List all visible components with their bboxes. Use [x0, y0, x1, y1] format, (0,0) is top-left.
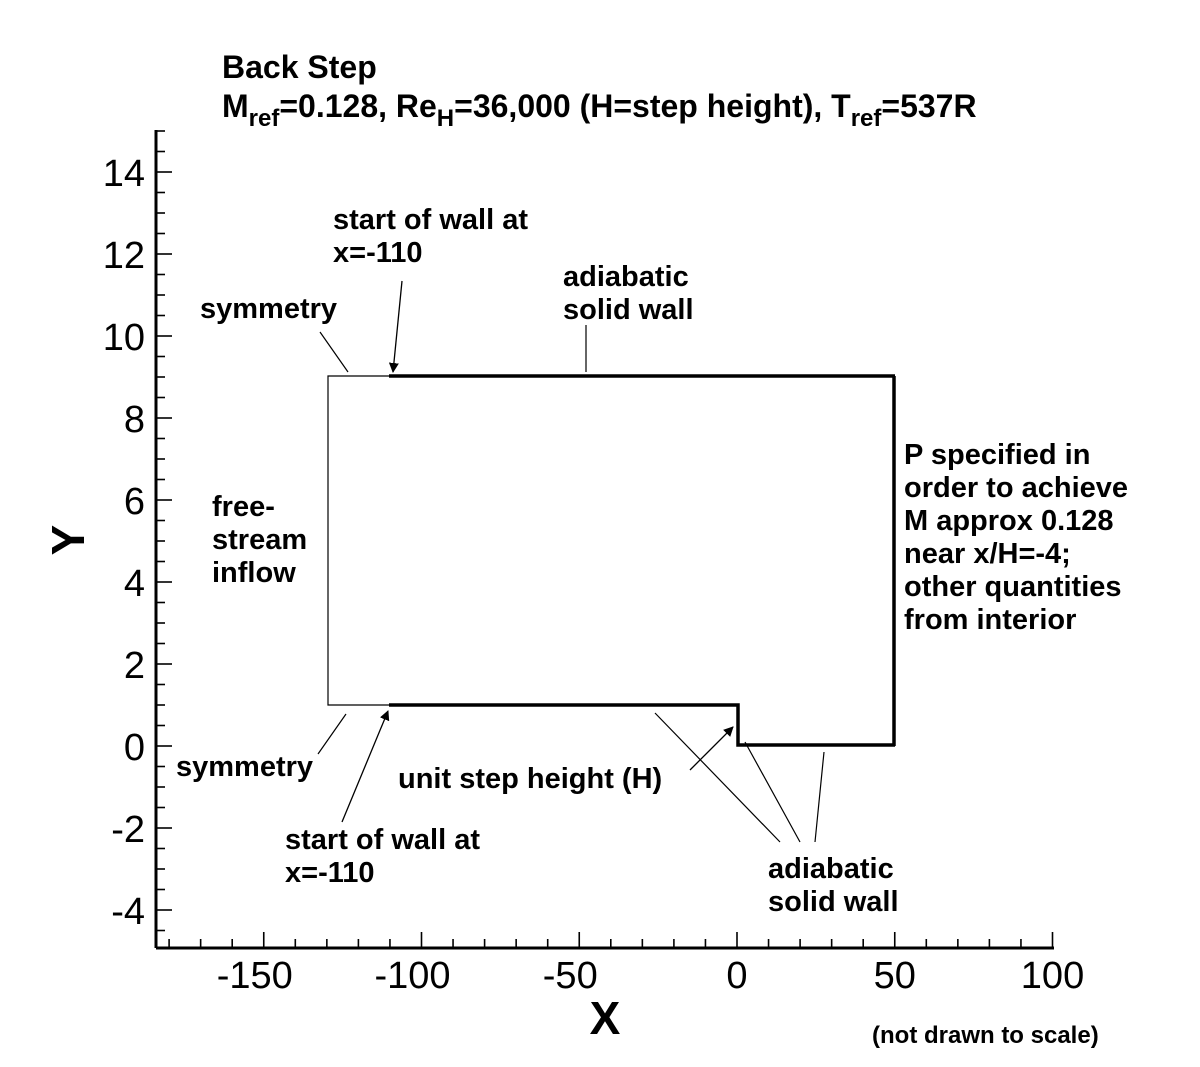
- arrow-wall-start-top: [388, 280, 403, 373]
- label-wall-start-top: start of wall at x=-110: [333, 204, 536, 269]
- x-tick-label: -100: [374, 955, 450, 997]
- y-tick-label: -2: [111, 809, 145, 851]
- label-symmetry-bottom: symmetry: [176, 751, 313, 783]
- leader-symmetry-top: [319, 331, 349, 373]
- leader-symmetry-bottom: [317, 713, 347, 755]
- x-tick-label: 0: [726, 955, 747, 997]
- label-adiabatic-bottom: adiabatic solid wall: [768, 853, 902, 918]
- label-inflow: free- stream inflow: [212, 491, 315, 589]
- label-wall-start-bottom: start of wall at x=-110: [285, 824, 488, 889]
- axis-tick-labels: -150 -100 -50 0 50 100 14 12 10 8 6 4 2 0 -2 -4: [103, 153, 1084, 997]
- inflow-boundary: [327, 375, 389, 706]
- leader-lines: [317, 280, 825, 843]
- y-tick-label: 6: [124, 481, 145, 523]
- y-tick-label: 10: [103, 317, 145, 359]
- x-tick-label: -50: [543, 955, 598, 997]
- arrow-wall-start-bottom: [341, 710, 390, 823]
- bottom-wall-with-step: [389, 703, 895, 747]
- diagram-subtitle: Mref=0.128, ReH=36,000 (H=step height), …: [222, 88, 977, 132]
- y-axis-title: Y: [42, 525, 94, 556]
- label-step-height: unit step height (H): [398, 763, 662, 795]
- y-tick-label: 14: [103, 153, 145, 195]
- y-tick-label: 0: [124, 727, 145, 769]
- footnote: (not drawn to scale): [872, 1022, 1099, 1049]
- x-axis-title: X: [590, 992, 621, 1044]
- x-tick-label: -150: [217, 955, 293, 997]
- axis-ticks: [156, 130, 1054, 948]
- leader-adiabatic-bottom-1: [654, 712, 781, 843]
- x-tick-label: 100: [1021, 955, 1084, 997]
- x-tick-label: 50: [874, 955, 916, 997]
- annotations: start of wall at x=-110 adiabatic solid …: [176, 204, 1136, 918]
- leader-adiabatic-bottom-3: [814, 751, 825, 843]
- axes: [154, 130, 1054, 950]
- domain-geometry: [327, 374, 896, 747]
- label-outflow: P specified in order to achieve M approx…: [904, 439, 1136, 636]
- label-symmetry-top: symmetry: [200, 293, 337, 325]
- leader-adiabatic-bottom-2: [744, 741, 801, 843]
- y-tick-label: 12: [103, 235, 145, 277]
- y-tick-label: 2: [124, 645, 145, 687]
- y-tick-label: 8: [124, 399, 145, 441]
- label-adiabatic-top: adiabatic solid wall: [563, 261, 697, 326]
- arrow-step-height: [689, 726, 734, 771]
- y-tick-label: -4: [111, 891, 145, 933]
- y-tick-label: 4: [124, 563, 145, 605]
- diagram-title: Back Step: [222, 49, 377, 85]
